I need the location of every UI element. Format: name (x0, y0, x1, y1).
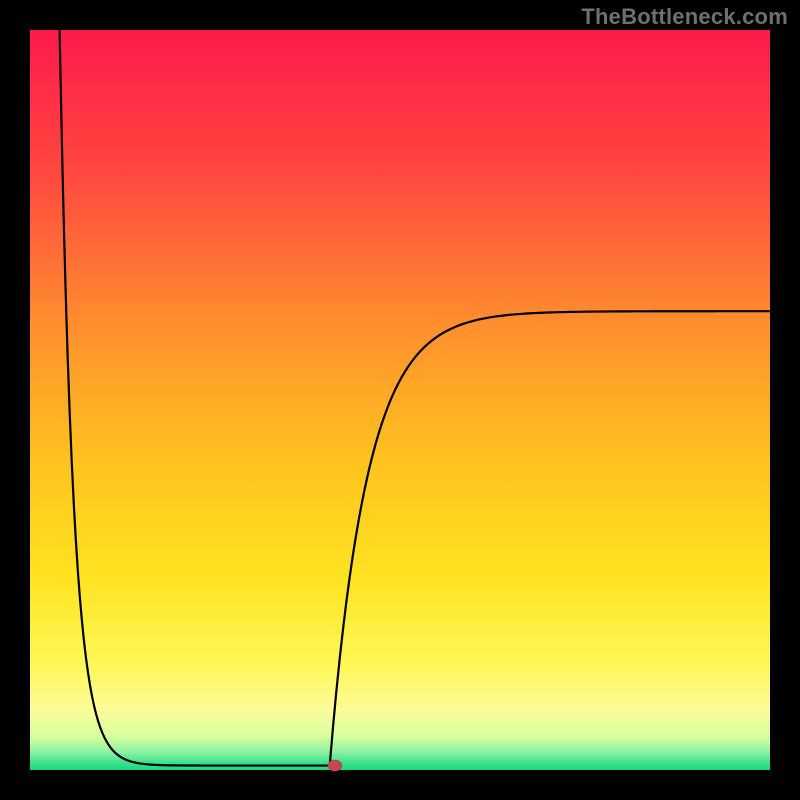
optimal-marker (328, 760, 342, 771)
plot-area (30, 30, 770, 770)
watermark-text: TheBottleneck.com (581, 4, 788, 30)
bottleneck-chart (0, 0, 800, 800)
